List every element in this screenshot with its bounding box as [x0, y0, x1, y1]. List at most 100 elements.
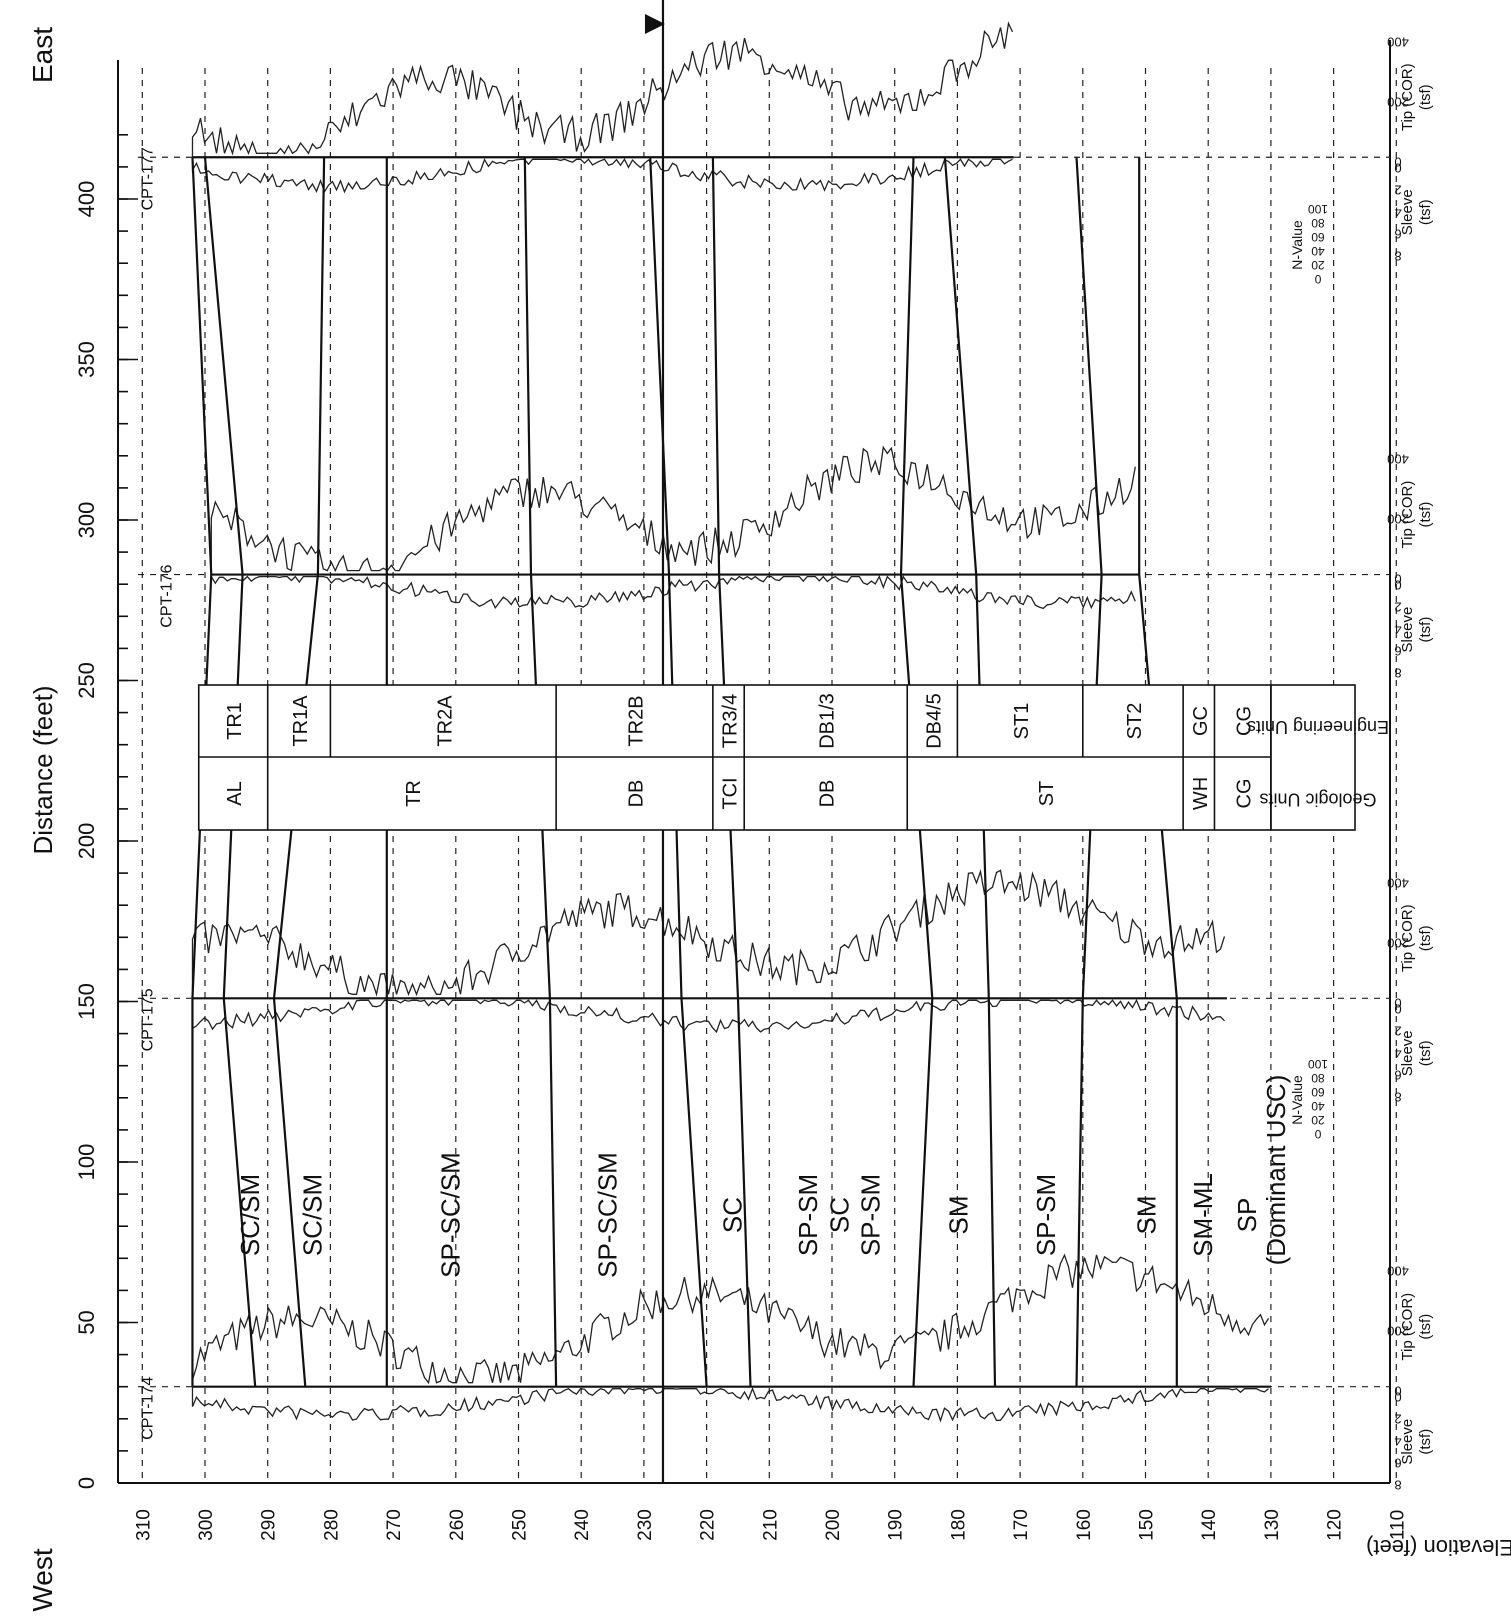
unit-table-title-cell [1270, 684, 1356, 831]
tip-scale-tick: 200 [1387, 1324, 1409, 1339]
engineering-unit-cell-label: TR2B [625, 695, 647, 746]
west-label: West [27, 1548, 58, 1611]
sleeve-scale-tick: 8 [1394, 666, 1401, 681]
elevation-tick-label: 270 [384, 1509, 405, 1541]
labels: 310 300 290 280 270 260 250 240 230 220 210 200 190 1… [74, 14, 1434, 1541]
distance-tick-label: 400 [74, 181, 99, 218]
usc-unit-label: SP-SC/SM [592, 1152, 622, 1278]
elevation-tick-label: 140 [1199, 1509, 1220, 1541]
distance-axis-title: Distance (feet) [28, 685, 58, 854]
distance-tick-label: 200 [74, 823, 99, 860]
sleeve-scale-tick: 8 [1394, 1089, 1401, 1104]
sleeve-scale-tick: 6 [1394, 1067, 1401, 1082]
nvalue-scale-tick: 20 [1311, 258, 1325, 272]
usc-unit-label: SP-SM [856, 1174, 886, 1256]
tip-scale-label: Tip (COR) [1399, 1293, 1416, 1361]
distance-tick-label: 350 [74, 341, 99, 378]
east-label: East [27, 27, 58, 83]
geologic-units-title: Geologic Units [1259, 790, 1376, 810]
tip-scale-tick: 400 [1387, 452, 1409, 467]
usc-unit-label: SP [1232, 1198, 1262, 1233]
section-marker-arrow-icon [644, 14, 665, 34]
tip-scale-tick: 200 [1387, 512, 1409, 527]
sleeve-scale-label: Sleeve [1399, 189, 1416, 235]
engineering-unit-cell-label: TR3/4 [720, 694, 742, 748]
cpt-traces [191, 21, 1271, 1423]
tip-trace [191, 868, 1226, 999]
distance-tick-label: 150 [74, 983, 99, 1020]
geologic-unit-cell-label: ST [1036, 781, 1058, 807]
sleeve-trace [191, 157, 1013, 194]
distance-tick-label: 50 [74, 1310, 99, 1334]
elevation-tick-label: 200 [823, 1509, 844, 1541]
tip-scale-tick: 0 [1394, 995, 1401, 1010]
nvalue-scale-tick: 60 [1311, 230, 1325, 244]
sleeve-scale-tick: 4 [1394, 1045, 1401, 1060]
tip-scale-unit: (tsf) [1417, 84, 1434, 110]
nvalue-scale-tick: 80 [1311, 216, 1325, 230]
nvalue-scale-tick: 40 [1311, 244, 1325, 258]
tip-scale-tick: 0 [1394, 154, 1401, 169]
nvalue-scale-tick: 100 [1308, 202, 1328, 216]
engineering-unit-cell-label: TR1A [290, 695, 312, 747]
sleeve-scale-tick: 6 [1394, 1456, 1401, 1471]
geologic-unit-cell-label: TR [403, 780, 425, 807]
sleeve-scale-tick: 8 [1394, 1478, 1401, 1493]
sleeve-scale-unit: (tsf) [1417, 1040, 1434, 1066]
sleeve-scale-tick: 0 [1394, 1390, 1401, 1405]
sleeve-scale-label: Sleeve [1399, 607, 1416, 653]
sleeve-scale-tick: 0 [1394, 578, 1401, 593]
engineering-unit-cell-label: TR2A [434, 695, 456, 747]
geologic-unit-cell-label: CG [1234, 779, 1256, 809]
nvalue-scale-tick: 60 [1311, 1085, 1325, 1099]
tip-scale-tick: 0 [1394, 572, 1401, 587]
tip-scale-tick: 200 [1387, 94, 1409, 109]
distance-tick-label: 250 [74, 662, 99, 699]
elevation-tick-label: 110 [1387, 1510, 1408, 1540]
sleeve-scale-tick: 6 [1394, 226, 1401, 241]
tip-trace [191, 1253, 1270, 1387]
sleeve-scale-unit: (tsf) [1417, 1429, 1434, 1455]
sleeve-scale-unit: (tsf) [1417, 199, 1434, 225]
distance-tick-label: 0 [74, 1477, 99, 1489]
geologic-unit-cell-label: WH [1190, 777, 1212, 810]
elevation-tick-label: 190 [886, 1509, 907, 1541]
sleeve-scale-tick: 0 [1394, 1001, 1401, 1016]
distance-tick-label: 300 [74, 502, 99, 539]
nvalue-scale-tick: 20 [1311, 1113, 1325, 1127]
sleeve-scale-tick: 4 [1394, 1434, 1401, 1449]
engineering-unit-cell-label: GC [1190, 706, 1212, 736]
nvalue-scale-tick: 40 [1311, 1099, 1325, 1113]
elevation-tick-label: 150 [1137, 1509, 1158, 1541]
sleeve-scale-tick: 4 [1394, 622, 1401, 637]
geologic-unit-cell-label: TCI [720, 777, 742, 809]
elevation-tick-label: 280 [321, 1509, 342, 1541]
usc-title: (Dominant USC) [1261, 1075, 1291, 1266]
elevation-tick-label: 220 [698, 1509, 719, 1541]
nvalue-scale-label: N-Value [1289, 220, 1305, 270]
tip-scale-label: Tip (COR) [1399, 904, 1416, 972]
geologic-unit-cell-label: DB [817, 780, 839, 808]
elevation-tick-label: 210 [760, 1509, 781, 1541]
cpt-label: CPT-176 [158, 564, 175, 627]
usc-unit-label: SC/SM [298, 1174, 328, 1256]
tip-scale-unit: (tsf) [1417, 1314, 1434, 1340]
sleeve-scale-tick: 4 [1394, 204, 1401, 219]
tip-trace [191, 21, 1014, 158]
tip-scale-tick: 0 [1394, 1384, 1401, 1399]
nvalue-scale-tick: 0 [1314, 1127, 1321, 1141]
tip-scale-label: Tip (COR) [1399, 63, 1416, 131]
engineering-unit-cell-label: CG [1234, 706, 1256, 736]
usc-unit-label: SP-SM [793, 1174, 823, 1256]
usc-unit-label: SC [824, 1197, 854, 1233]
usc-unit-label: SP-SC/SM [436, 1152, 466, 1278]
usc-unit-label: SP-SM [1031, 1174, 1061, 1256]
tip-scale-unit: (tsf) [1417, 925, 1434, 951]
sleeve-scale-label: Sleeve [1399, 1419, 1416, 1465]
geologic-unit-cell-label: DB [625, 780, 647, 808]
engineering-unit-cell-label: TR1 [224, 702, 246, 740]
usc-unit-label: SM [943, 1196, 973, 1235]
sleeve-trace [191, 998, 1225, 1034]
sleeve-trace [191, 1386, 1269, 1423]
